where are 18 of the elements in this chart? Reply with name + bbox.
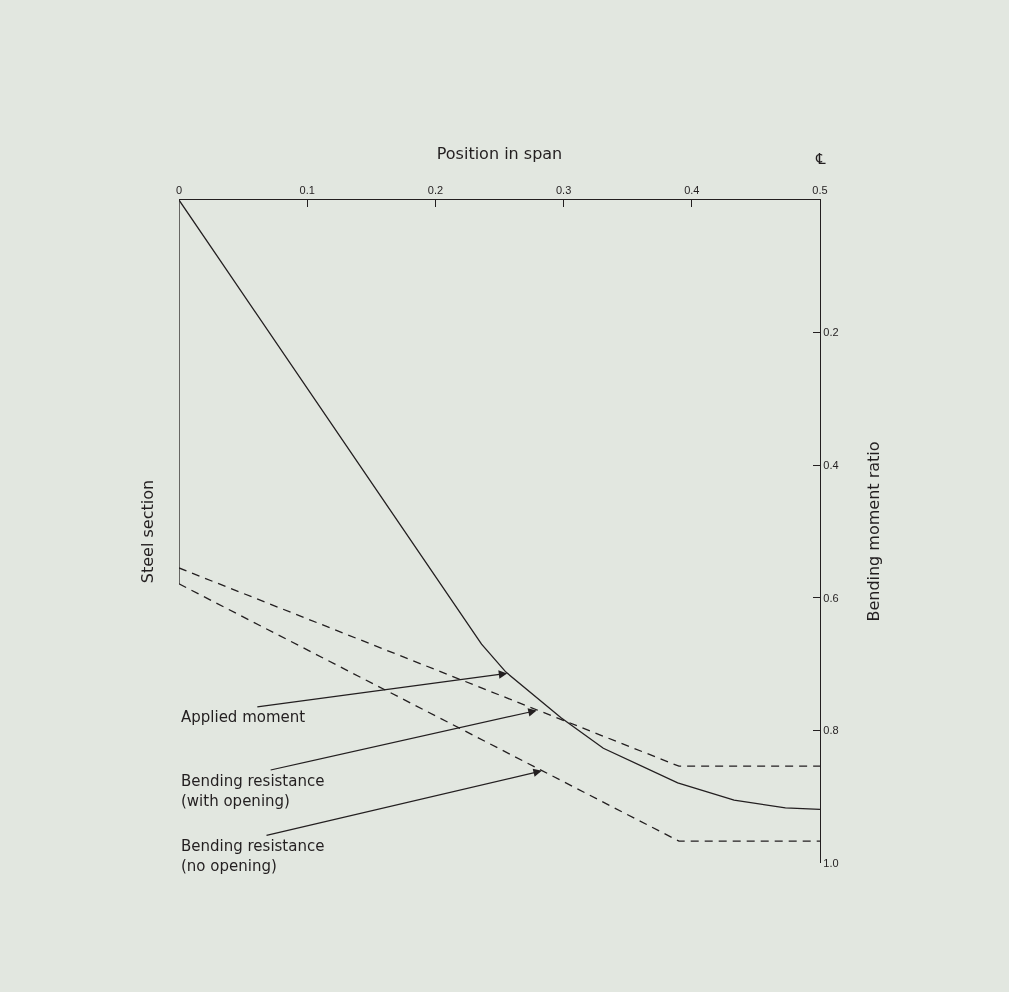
x-axis-title: Position in span xyxy=(436,144,563,164)
annotation: Bending resistance (with opening) xyxy=(181,772,325,810)
x-tick-label: 0.5 xyxy=(812,184,828,197)
y-tick-label: 0.4 xyxy=(823,459,839,472)
y-tick-label: 0.8 xyxy=(823,724,839,737)
text: ℄ xyxy=(815,150,826,168)
y-tick-label: 0.6 xyxy=(823,591,839,604)
y-tick-label: 1.0 xyxy=(823,856,839,869)
annotation: Applied moment xyxy=(181,708,306,726)
y-axis-title: Bending moment ratio xyxy=(864,441,884,622)
x-tick-label: 0 xyxy=(175,184,183,197)
x-tick-label: 0.1 xyxy=(299,184,315,197)
x-tick-label: 0.3 xyxy=(555,184,572,197)
annotation: Bending resistance (no opening) xyxy=(181,837,325,875)
y2-axis-title: Steel section xyxy=(137,479,157,584)
y-tick-label: 0.2 xyxy=(823,326,839,339)
x-tick-label: 0.2 xyxy=(427,184,444,197)
x-tick-label: 0.4 xyxy=(684,184,700,197)
